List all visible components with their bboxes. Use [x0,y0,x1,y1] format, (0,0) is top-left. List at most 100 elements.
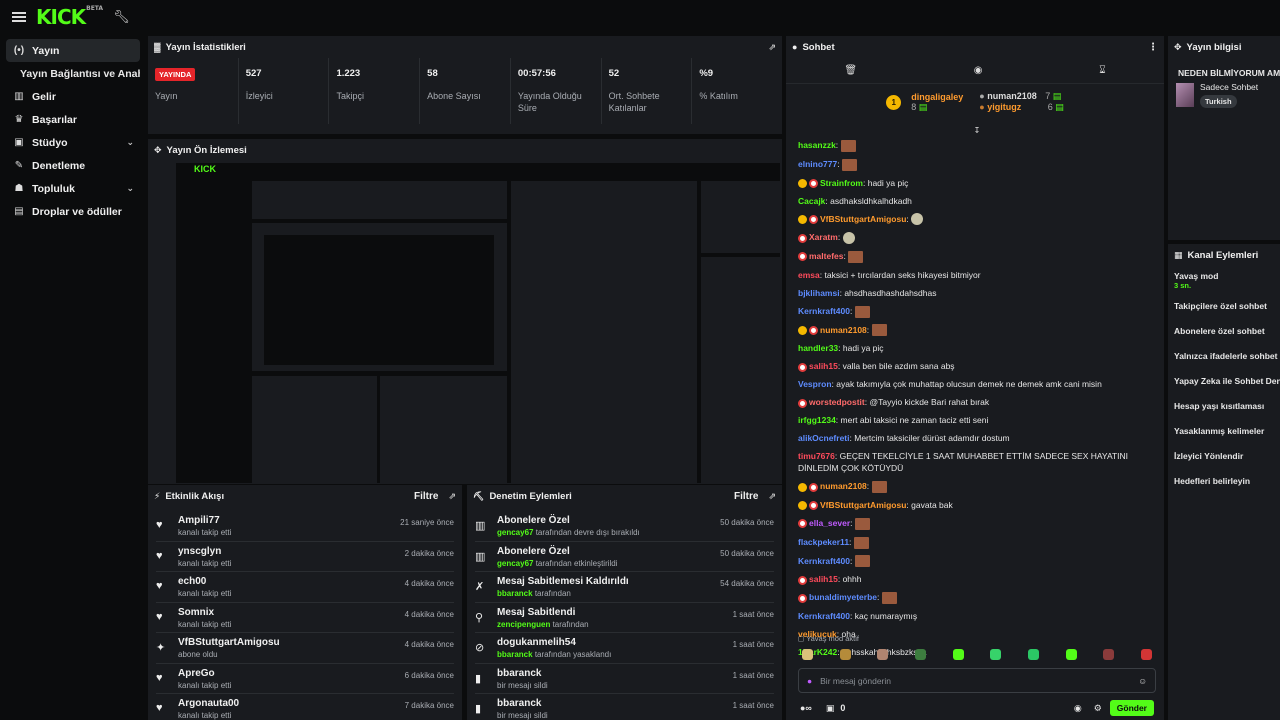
chat-bubble-icon[interactable]: ◉ [1073,702,1082,713]
expand-icon[interactable]: ⇗ [448,490,456,501]
chat-username[interactable]: timu7676 [798,451,835,462]
activity-row[interactable]: ♥ ech00 kanalı takip etti 4 dakika önce [156,572,454,603]
moderation-row[interactable]: ⚲ Mesaj Sabitlendi zencipenguen tarafınd… [475,603,774,633]
activity-row[interactable]: ♥ ynscglyn kanalı takip etti 2 dakika ön… [156,542,454,572]
chat-username[interactable]: bunaldimyeterbe [809,592,878,603]
sidebar-item-4[interactable]: ▣ Stüdyo ⌄ [6,131,140,154]
gear-icon[interactable]: ⚙︎ [1093,702,1102,713]
sidebar-item-3[interactable]: ♛ Başarılar [6,108,140,131]
chat-username[interactable]: alikOcnefreti [798,433,850,444]
emote-icon[interactable] [1140,648,1152,660]
gifter-name[interactable]: yigitugz [987,102,1022,112]
activity-row[interactable]: ♥ Somnix kanalı takip etti 4 dakika önce [156,603,454,633]
trash-icon[interactable]: 🗑︎ [844,65,858,76]
activity-filter-button[interactable]: Filtre [414,490,439,502]
chat-username[interactable]: Kernkraft400 [798,611,850,621]
chat-username[interactable]: Kernkraft400 [798,555,850,566]
chat-username[interactable]: irfgg1234 [798,415,836,426]
emote-icon[interactable] [1027,648,1039,660]
chat-username[interactable]: Strainfrom [820,177,863,188]
chevron-down-icon[interactable]: ⌄ [126,137,134,147]
moderation-row[interactable]: ▮ bbaranck bir mesajı sildi 1 saat önce [475,664,774,694]
chat-username[interactable]: Cacajk [798,195,826,206]
send-button[interactable]: Gönder [1109,700,1154,716]
moderator-name[interactable]: bbaranck [497,589,533,598]
emoji-icon[interactable]: ☺ [1138,675,1147,686]
more-options-icon[interactable]: ⋮ [1148,41,1158,53]
chat-username[interactable]: worstedpostit [809,397,865,408]
chat-username[interactable]: salih15 [809,574,838,585]
users-icon[interactable]: ●∞ [800,703,812,713]
moderation-row[interactable]: ▥ Abonelere Özel gencay67 tarafından dev… [475,511,774,542]
chat-username[interactable]: Xaratm [809,232,838,243]
channel-action-item[interactable]: Hedefleri belirleyin [1168,468,1280,493]
wrench-icon[interactable]: 🔧︎ [113,9,130,24]
chat-username[interactable]: Vespron [798,379,832,390]
sidebar-item-2[interactable]: ▥ Gelir [6,85,140,108]
scroll-down-icon[interactable]: ↧ [973,126,981,135]
chat-username[interactable]: VfBStuttgartAmigosu [820,500,907,510]
chat-username[interactable]: hasanzzk [798,140,836,150]
sidebar-item-stream-key[interactable]: Yayın Bağlantısı ve Anahtarı [20,67,140,80]
sidebar-item-6[interactable]: ☗ Topluluk ⌄ [6,177,140,200]
activity-row[interactable]: ♥ Ampili77 kanalı takip etti 21 saniye ö… [156,511,454,542]
gifter-first[interactable]: dingaligaley 8 ▤ [911,92,963,113]
kick-logo[interactable]: KICKBETA [36,5,104,29]
channel-action-item[interactable]: Yalnızca ifadelerle sohbet [1168,343,1280,368]
sidebar-item-0[interactable]: (•) Yayın [6,39,140,62]
emote-icon[interactable] [877,648,889,660]
channel-action-item[interactable]: Hesap yaşı kısıtlaması [1168,393,1280,418]
chat-username[interactable]: VfBStuttgartAmigosu [820,213,907,224]
moderator-name[interactable]: zencipenguen [497,619,551,629]
channel-action-item[interactable]: İzleyici Yönlendir [1168,443,1280,468]
channel-action-item[interactable]: Yapay Zeka ile Sohbet Denetimi [1168,368,1280,393]
emote-icon[interactable] [1065,648,1077,660]
chat-username[interactable]: elnino777 [798,158,838,169]
activity-row[interactable]: ♥ Argonauta00 kanalı takip etti 7 dakika… [156,694,454,720]
chat-username[interactable]: velikucuk [798,629,837,639]
emote-icon[interactable] [802,648,813,660]
chat-bubble-icon[interactable]: ◉ [973,65,983,76]
chat-username[interactable]: bjklihamsi [798,287,840,298]
activity-row[interactable]: ♥ ApreGo kanalı takip etti 6 dakika önce [156,664,454,694]
gifter-name[interactable]: numan2108 [987,91,1037,101]
channel-action-item[interactable]: Yavaş mod 3 sn. [1168,268,1280,293]
chat-username[interactable]: emsa [798,269,820,280]
chat-username[interactable]: ella_sever [809,518,851,528]
moderation-filter-button[interactable]: Filtre [734,490,759,502]
channel-action-item[interactable]: Takipçilere özel sohbet [1168,293,1280,318]
chat-username[interactable]: numan2108 [820,481,867,492]
chevron-down-icon[interactable]: ⌄ [126,183,134,193]
chat-input[interactable]: ● Bir mesaj gönderin ☺ [798,668,1156,693]
menu-icon[interactable] [12,12,26,22]
channel-action-item[interactable]: Abonelere özel sohbet [1168,318,1280,343]
stream-preview[interactable]: KICK [176,163,780,483]
chat-username[interactable]: numan2108 [820,324,867,335]
points-icon[interactable]: ▣ [825,702,835,713]
moderator-name[interactable]: gencay67 [497,558,534,568]
chat-username[interactable]: salih15 [809,361,838,372]
sidebar-item-5[interactable]: ✎ Denetleme [6,154,140,177]
channel-action-item[interactable]: Yasaklanmış kelimeler [1168,418,1280,443]
emote-icon[interactable] [952,648,964,660]
chat-username[interactable]: Kernkraft400 [798,305,850,316]
microphone-icon[interactable]: ● [807,675,813,686]
moderation-row[interactable]: ✗ Mesaj Sabitlemesi Kaldırıldı bbaranck … [475,572,774,603]
emote-icon[interactable] [1103,648,1115,660]
chat-username[interactable]: flackpeker11 [798,536,850,547]
emote-icon[interactable] [990,648,1002,660]
chat-username[interactable]: handler33 [798,343,839,354]
moderation-row[interactable]: ▮ bbaranck bir mesajı sildi 1 saat önce [475,694,774,720]
moderation-row[interactable]: ▥ Abonelere Özel gencay67 tarafından etk… [475,542,774,572]
moderation-row[interactable]: ⊘ dogukanmelih54 bbaranck tarafından yas… [475,633,774,664]
chat-username[interactable]: maltefes [809,251,844,261]
emote-icon[interactable] [914,648,926,660]
activity-row[interactable]: ✦ VfBStuttgartAmigosu abone oldu 4 dakik… [156,633,454,664]
moderator-name[interactable]: gencay67 [497,528,534,537]
moderator-name[interactable]: bbaranck [497,650,533,659]
chat-username[interactable]: 1DarK242 [798,647,838,657]
emote-icon[interactable] [839,648,851,660]
sidebar-item-7[interactable]: ▤ Droplar ve ödüller [6,200,140,223]
expand-icon[interactable]: ⇗ [768,490,776,501]
hourglass-icon[interactable]: ⌛︎ [1099,65,1106,76]
